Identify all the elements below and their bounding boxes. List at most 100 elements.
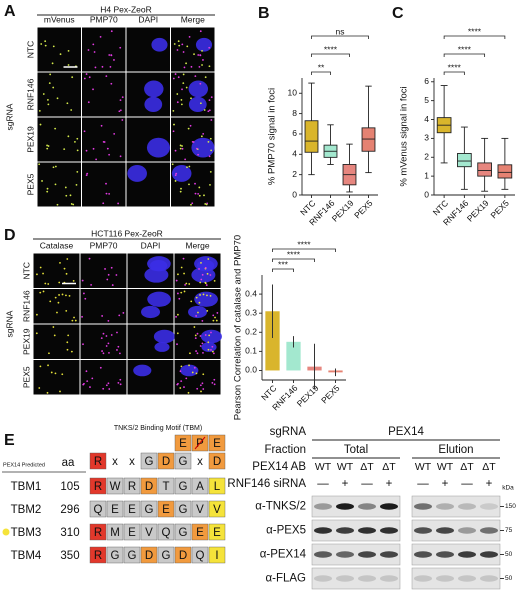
foci <box>38 110 41 112</box>
foci <box>213 383 216 386</box>
x-tick-label: PEX5 <box>319 383 342 406</box>
y-tick-label: 0 <box>292 189 297 199</box>
foci <box>76 137 79 140</box>
y-tick-label: 5 <box>424 95 429 105</box>
panel-letter: D <box>4 227 16 244</box>
foci <box>209 294 212 297</box>
foci <box>92 43 95 46</box>
foci <box>193 366 196 369</box>
foci <box>188 36 191 38</box>
foci <box>105 182 107 185</box>
sequence-cell <box>191 500 209 518</box>
foci <box>209 183 211 186</box>
foci <box>121 119 124 121</box>
foci <box>198 194 201 197</box>
foci <box>197 192 200 195</box>
motif-pattern-letter: x <box>197 456 203 468</box>
foci <box>195 296 198 299</box>
foci <box>47 145 50 147</box>
foci <box>119 46 122 49</box>
foci <box>105 384 108 387</box>
foci <box>196 332 199 335</box>
foci <box>40 43 43 45</box>
foci <box>52 166 55 169</box>
foci <box>81 279 84 282</box>
sequence-letter: T <box>162 481 169 493</box>
sirna: + <box>342 478 349 490</box>
foci <box>177 313 179 316</box>
foci <box>122 312 125 314</box>
band <box>314 527 332 534</box>
row-label: PEX5 <box>25 173 35 195</box>
column-label: Merge <box>185 240 209 250</box>
kda: 50 <box>505 575 513 582</box>
motif-variant-cell <box>174 434 192 452</box>
foci <box>86 172 89 175</box>
foci <box>207 110 210 113</box>
foci <box>177 382 179 385</box>
kda-label: kDa <box>502 485 514 492</box>
sequence-letter: E <box>162 504 170 516</box>
band <box>414 503 432 510</box>
foci <box>84 297 87 300</box>
band <box>480 575 498 582</box>
foci <box>121 96 124 99</box>
sequence-cell <box>191 546 209 564</box>
motif-pattern-cell <box>174 452 192 470</box>
row-name: TBM3 <box>11 527 42 539</box>
sequence-cell <box>106 546 124 564</box>
row-name: TBM4 <box>11 550 42 562</box>
nucleus <box>147 256 171 272</box>
foci <box>35 332 38 335</box>
sequence-cell <box>208 477 226 495</box>
foci <box>211 350 214 353</box>
nucleus <box>200 329 222 344</box>
foci <box>56 203 59 206</box>
kda: 150 <box>505 503 516 510</box>
sirna: — <box>417 478 429 490</box>
y-tick-label: 8 <box>292 108 297 118</box>
foci <box>213 378 216 381</box>
y-tick-label: 0 <box>424 189 429 199</box>
foci <box>83 77 86 80</box>
panel-title: HCT116 Pex-ZeoR <box>91 228 163 238</box>
foci <box>177 273 179 276</box>
foci <box>191 202 194 205</box>
foci <box>42 272 44 275</box>
side-label: sgRNA <box>4 310 14 337</box>
sequence-letter: R <box>94 527 102 539</box>
foci <box>202 388 205 390</box>
bar <box>265 311 280 371</box>
foci <box>86 380 89 383</box>
foci <box>206 294 208 297</box>
blot-membrane <box>311 567 401 590</box>
band <box>358 575 376 582</box>
foci <box>186 166 188 169</box>
y-tick-label: 10 <box>288 88 298 98</box>
foci <box>202 59 204 61</box>
foci <box>181 145 183 147</box>
foci <box>49 73 52 76</box>
foci <box>195 350 197 352</box>
band <box>314 575 332 582</box>
foci <box>176 101 179 104</box>
foci <box>102 332 105 335</box>
foci <box>67 49 70 52</box>
foci <box>182 73 185 76</box>
foci <box>39 266 42 269</box>
motif-pattern-letter: G <box>145 456 154 468</box>
row-header: RNF146 siRNA <box>227 478 306 490</box>
y-tick-label: 2 <box>292 169 297 179</box>
foci <box>210 349 212 351</box>
foci <box>208 334 211 337</box>
foci <box>204 76 207 79</box>
antibody: ΔT <box>360 461 374 473</box>
x-tick-label: PEX19 <box>330 198 356 224</box>
foci <box>204 203 207 205</box>
foci <box>87 49 90 51</box>
foci <box>207 141 210 143</box>
sequence-cell <box>174 500 192 518</box>
foci <box>113 132 116 135</box>
foci <box>115 274 118 276</box>
foci <box>118 110 121 113</box>
